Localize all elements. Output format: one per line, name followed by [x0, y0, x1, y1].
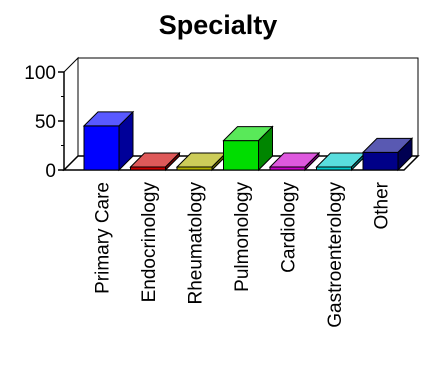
chart-bars [82, 110, 414, 172]
y-tick-label: 0 [45, 161, 56, 182]
category-labels: Primary Care Endocrinology Rheumatology Pul… [93, 181, 393, 327]
bar-gastroenterology [315, 151, 367, 172]
bar-side [118, 110, 134, 172]
category-label: Other [372, 181, 393, 229]
bar-front [223, 140, 259, 171]
category-label: Cardiology [279, 182, 300, 273]
side-wall [63, 56, 79, 172]
bar-cardiology [268, 151, 321, 172]
bar-front [362, 151, 399, 171]
category-label: Primary Care [93, 182, 114, 294]
category-label: Rheumatology [186, 182, 207, 305]
bar-rheumatology [175, 151, 228, 172]
bar-side [258, 125, 273, 172]
bar-pulmonology [222, 125, 274, 172]
bar-side [304, 151, 320, 172]
y-tick-label: 100 [24, 63, 56, 84]
category-label: Gastroenterology [325, 182, 346, 328]
category-label: Pulmonology [232, 182, 253, 292]
bar-side [397, 137, 413, 172]
bar-side [165, 151, 180, 172]
bar-endocrinology [129, 151, 181, 172]
y-tick-label: 50 [35, 112, 56, 133]
bar-other [361, 137, 414, 172]
bar-front [83, 125, 120, 171]
bar-primary-care [82, 110, 135, 172]
category-label: Endocrinology [139, 182, 160, 303]
y-tick-labels: 0 50 100 [24, 63, 56, 182]
chart-title: Specialty [158, 10, 278, 40]
